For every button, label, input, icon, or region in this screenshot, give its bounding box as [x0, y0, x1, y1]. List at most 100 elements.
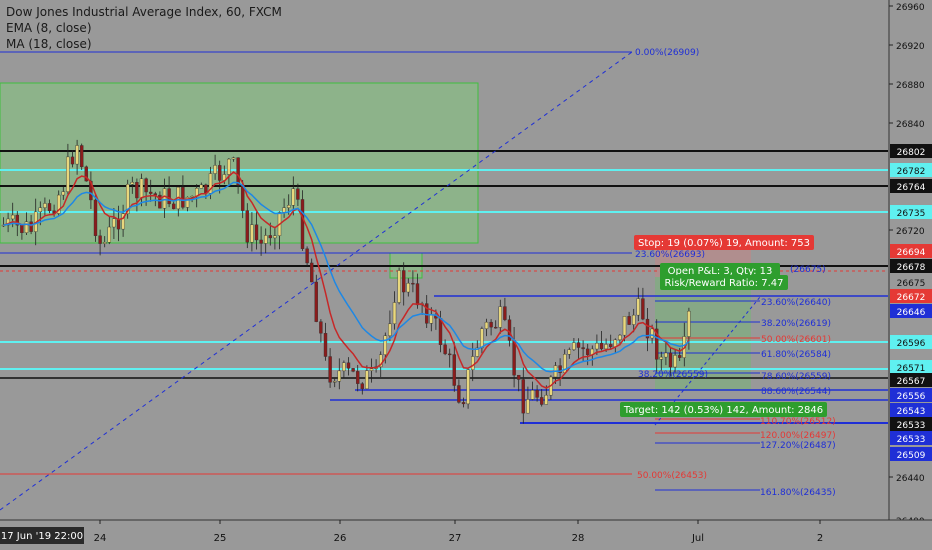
price-badge-bg	[890, 335, 932, 349]
fib-level-label: 110.70%(26512)	[760, 417, 836, 427]
candle-body	[618, 334, 622, 341]
candle-body	[360, 383, 364, 390]
fib-level-label: 23.60%(26693)	[635, 250, 705, 260]
current-time-bg	[0, 527, 84, 544]
candle-body	[452, 354, 456, 386]
candle-body	[678, 355, 682, 358]
candle-body	[337, 370, 341, 382]
candle-body	[24, 221, 29, 234]
candle-body	[245, 210, 250, 243]
price-badge-bg	[890, 373, 932, 387]
candle-body	[254, 224, 259, 241]
candle-body	[287, 205, 291, 208]
price-badge: 26571	[897, 364, 926, 374]
candle-body	[535, 390, 539, 398]
price-badge-bg	[890, 144, 932, 158]
candle-body	[406, 282, 410, 293]
candle-body	[369, 368, 374, 371]
fib-level-label: 127.20%(26487)	[760, 441, 836, 451]
open-pnl-badge-bg	[660, 263, 780, 278]
candle-body	[392, 302, 397, 325]
price-badge: 26596	[897, 339, 926, 349]
candle-body	[323, 333, 328, 357]
price-badge-bg	[890, 275, 932, 289]
price-badge-bg	[890, 289, 932, 303]
candle-body	[264, 235, 268, 244]
price-badge: 26735	[897, 209, 926, 219]
candle-body	[148, 191, 153, 194]
candle-body	[314, 281, 318, 322]
candle-body	[70, 156, 75, 165]
candle-body	[38, 207, 42, 213]
price-badge: 26764	[897, 183, 926, 193]
candle-body	[668, 352, 673, 368]
candle-body	[388, 323, 392, 336]
candle-body	[448, 353, 452, 356]
candle-body	[650, 328, 654, 339]
price-tick-label: 26880	[896, 81, 925, 91]
candle-body	[429, 314, 433, 324]
candle-body	[664, 352, 668, 358]
ma-line	[3, 181, 690, 373]
candle-body	[673, 355, 677, 368]
candle-body	[581, 347, 585, 350]
candle-body	[291, 188, 295, 206]
candle-body	[466, 369, 470, 405]
fib-level-label: 38.20%(26619)	[761, 319, 831, 329]
candle-body	[227, 158, 231, 175]
candle-body	[457, 385, 461, 403]
candle-body	[567, 349, 571, 355]
candle-body	[57, 194, 61, 214]
candle-body	[595, 342, 599, 350]
candle-body	[530, 390, 535, 400]
candle-body	[461, 402, 466, 405]
target-badge-bg	[620, 402, 827, 417]
price-badge-bg	[890, 431, 932, 445]
candle-body	[259, 239, 263, 244]
candle-body	[167, 188, 171, 205]
candle-body	[526, 399, 530, 414]
candle-body	[540, 397, 544, 405]
candle-body	[342, 362, 346, 372]
price-badge-bg	[890, 259, 932, 273]
price-badge: 26533	[897, 435, 926, 445]
price-tick-label: 26840	[896, 120, 925, 130]
price-badge: 26694	[897, 248, 926, 258]
price-tick-label: 26720	[896, 227, 925, 237]
fib-level-label: 38.20%(26559)	[638, 370, 708, 380]
time-tick-label: 26	[334, 533, 347, 544]
time-tick-label: 27	[449, 533, 462, 544]
candle-body	[379, 354, 383, 367]
candle-body	[333, 381, 337, 383]
price-badge-bg	[890, 403, 932, 417]
candle-body	[236, 157, 240, 186]
candle-body	[489, 321, 493, 328]
candle-body	[632, 314, 636, 325]
candle-body	[300, 199, 305, 249]
price-badge-bg	[890, 179, 932, 193]
candle-body	[475, 347, 479, 357]
candle-body	[586, 348, 590, 356]
price-tick-label: 26440	[896, 474, 925, 484]
fib-level-label: 120.00%(26497)	[760, 431, 836, 441]
candle-body	[79, 145, 84, 168]
candle-body	[627, 316, 631, 325]
fib-level-label: (26675)	[790, 265, 826, 275]
candle-body	[512, 340, 516, 376]
candle-body	[572, 342, 576, 350]
candle-body	[162, 188, 167, 209]
candle-body	[310, 262, 314, 283]
candle-body	[599, 342, 604, 350]
candle-body	[645, 318, 650, 339]
candle-body	[365, 370, 369, 390]
candle-body	[305, 248, 309, 264]
candle-body	[125, 184, 130, 214]
candle-body	[213, 165, 217, 174]
candle-body	[402, 270, 406, 293]
price-badge: 26678	[897, 263, 926, 273]
candle-body	[135, 182, 139, 199]
time-tick-label: 2	[817, 533, 823, 544]
candle-body	[397, 270, 401, 303]
candle-body	[411, 282, 415, 285]
